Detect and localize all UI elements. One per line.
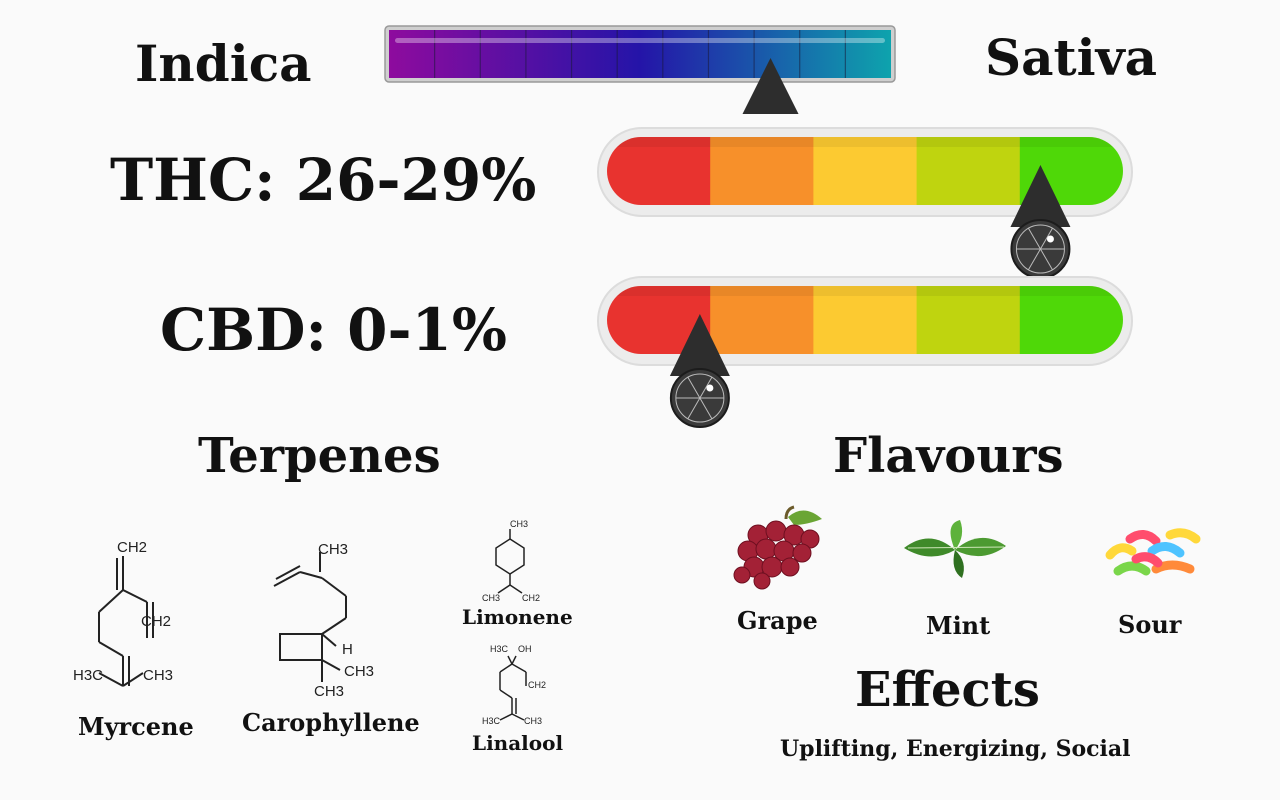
limonene-structure: CH3 CH3 CH2	[482, 519, 540, 603]
indica-sativa-spectrum	[384, 25, 896, 114]
flavour-name-grape: Grape	[737, 606, 818, 635]
flavour-name-mint: Mint	[926, 611, 991, 640]
formula-label: CH2	[528, 680, 546, 690]
formula-label: CH2	[522, 593, 540, 603]
cbd-pointer	[669, 314, 730, 376]
formula-label: H3C	[490, 644, 509, 654]
formula-label: CH3	[524, 716, 542, 726]
formula-label: CH2	[117, 539, 147, 556]
indica-label: Indica	[135, 34, 312, 93]
cbd-segment	[710, 286, 814, 354]
mint-icon	[904, 520, 1006, 578]
sour-candy-icon	[1105, 528, 1201, 576]
myrcene-structure: CH2 CH2 H3C CH3	[73, 539, 173, 687]
effects-heading: Effects	[855, 662, 1040, 718]
terpene-name-carophyllene: Carophyllene	[242, 708, 420, 737]
cbd-gauge	[597, 276, 1133, 428]
cbd-segment	[1019, 286, 1123, 354]
formula-label: CH3	[314, 683, 344, 700]
formula-label: CH3	[510, 519, 528, 529]
formula-label: CH3	[318, 541, 348, 558]
thc-knob-icon	[1010, 219, 1071, 279]
terpene-name-linalool: Linalool	[472, 731, 564, 755]
cbd-segment	[916, 286, 1021, 354]
terpenes-heading: Terpenes	[198, 428, 441, 484]
cbd-knob-icon	[669, 368, 730, 428]
thc-gauge	[597, 127, 1133, 279]
formula-label: H3C	[482, 716, 501, 726]
formula-label: H	[342, 641, 353, 658]
spectrum-pointer	[742, 58, 799, 114]
thc-segment	[813, 137, 918, 205]
grape-icon	[733, 505, 822, 590]
thc-segment	[607, 137, 711, 205]
terpene-name-limonene: Limonene	[462, 605, 573, 629]
formula-label: CH3	[143, 667, 173, 684]
carophyllene-structure: CH3 H CH3 CH3	[273, 541, 374, 700]
thc-segment	[710, 137, 814, 205]
sativa-label: Sativa	[985, 28, 1158, 87]
formula-label: CH3	[344, 663, 374, 680]
effects-text: Uplifting, Energizing, Social	[780, 736, 1131, 762]
thc-pointer	[1010, 165, 1071, 227]
flavour-name-sour: Sour	[1118, 610, 1182, 639]
formula-label: CH3	[482, 593, 500, 603]
flavours-heading: Flavours	[833, 428, 1064, 484]
terpene-name-myrcene: Myrcene	[78, 712, 194, 741]
formula-label: CH2	[141, 613, 171, 630]
thc-label: THC: 26-29%	[110, 146, 537, 214]
cbd-label: CBD: 0-1%	[160, 296, 507, 364]
linalool-structure: H3C OH CH2 H3C CH3	[482, 644, 546, 726]
thc-segment	[916, 137, 1021, 205]
formula-label: H3C	[73, 667, 103, 684]
cbd-segment	[813, 286, 918, 354]
formula-label: OH	[518, 644, 532, 654]
